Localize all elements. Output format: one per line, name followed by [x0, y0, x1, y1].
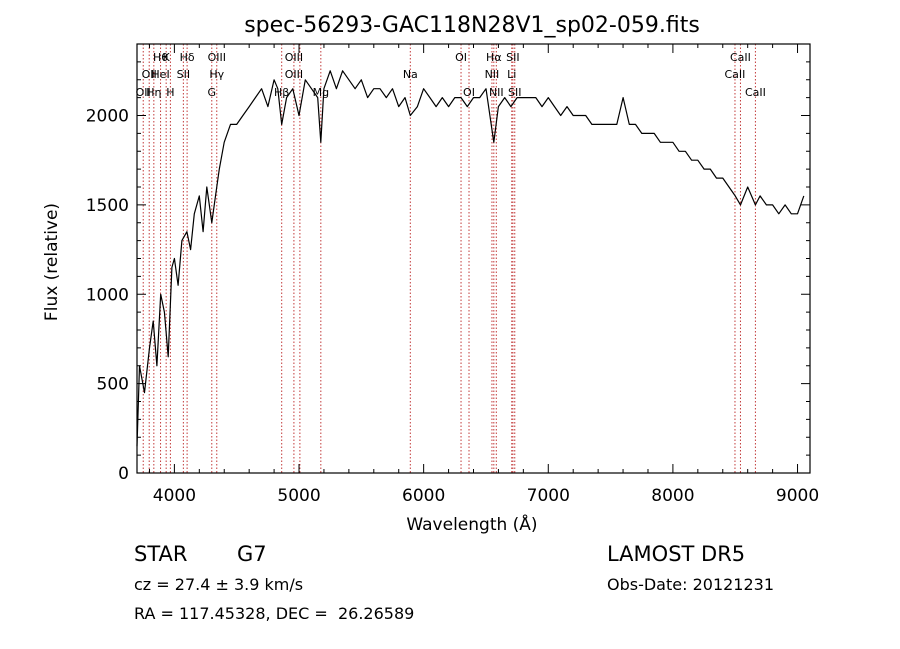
survey-name: LAMOST DR5: [607, 542, 746, 566]
spectral-line-label: OIII: [285, 68, 303, 81]
spectral-line-label: Hβ: [274, 86, 289, 99]
spectrum-line: [136, 70, 805, 447]
spectral-line-markers: [142, 44, 756, 473]
spectral-line-label: Hθ: [153, 51, 168, 64]
spectral-line-label: Hη: [146, 86, 161, 99]
spectral-line-label: Hα: [486, 51, 502, 64]
x-tick-label: 7000: [527, 486, 570, 506]
spectral-line-label: OIII: [285, 51, 303, 64]
spectral-line-labels: OIIOIIHηHθHeIKHSIIHδGOIIIHγHβOIIIOIIIMgN…: [136, 51, 766, 99]
y-axis-label: Flux (relative): [42, 203, 62, 321]
spectral-line-label: OII: [142, 68, 157, 81]
spectral-line-label: OII: [136, 86, 151, 99]
coordinates: RA = 117.45328, DEC = 26.26589: [134, 604, 415, 623]
spectral-line-label: H: [166, 86, 174, 99]
spectral-line-label: CaII: [730, 51, 751, 64]
x-tick-label: 5000: [277, 486, 320, 506]
observation-date: Obs-Date: 20121231: [607, 575, 775, 594]
spectral-line-label: Li: [507, 68, 516, 81]
spectral-line-label: G: [208, 86, 217, 99]
plot-frame: [136, 43, 811, 474]
spectral-line-label: Hδ: [180, 51, 195, 64]
x-tick-label: 8000: [651, 486, 694, 506]
spectral-line-label: OI: [463, 86, 475, 99]
spectral-line-label: Na: [403, 68, 418, 81]
spectral-line-label: HeI: [151, 68, 169, 81]
spectral-line-label: OIII: [208, 51, 226, 64]
spectral-line-label: SII: [508, 86, 521, 99]
spectral-line-label: Hγ: [209, 68, 224, 81]
spectral-line-label: NII: [485, 68, 500, 81]
axis-tick-labels: 4000 5000 6000 7000 8000 9000 0 500 1000 1500 2000: [86, 107, 819, 507]
spectral-line-label: SII: [506, 51, 519, 64]
y-tick-label: 1000: [86, 285, 129, 305]
spectral-line-label: NII: [489, 86, 504, 99]
spectral-line-label: CaII: [725, 68, 746, 81]
subclass: G7: [237, 542, 267, 566]
y-tick-label: 1500: [86, 196, 129, 216]
spectral-line-label: Mg: [313, 86, 329, 99]
y-tick-label: 500: [97, 375, 129, 395]
x-tick-label: 9000: [776, 486, 819, 506]
spectral-line-label: K: [163, 51, 171, 64]
x-tick-label: 4000: [153, 486, 196, 506]
x-axis-label: Wavelength (Å): [406, 513, 537, 535]
axis-ticks: [137, 44, 810, 474]
spectral-line-label: SII: [177, 68, 190, 81]
y-tick-label: 2000: [86, 107, 129, 127]
object-class: STAR: [134, 542, 188, 566]
chart-title: spec-56293-GAC118N28V1_sp02-059.fits: [244, 13, 700, 38]
spectral-line-label: CaII: [745, 86, 766, 99]
redshift-velocity: cz = 27.4 ± 3.9 km/s: [134, 575, 304, 594]
y-tick-label: 0: [118, 464, 129, 484]
spectral-line-label: OI: [455, 51, 467, 64]
spectrum-series: [136, 70, 805, 447]
x-tick-label: 6000: [402, 486, 445, 506]
